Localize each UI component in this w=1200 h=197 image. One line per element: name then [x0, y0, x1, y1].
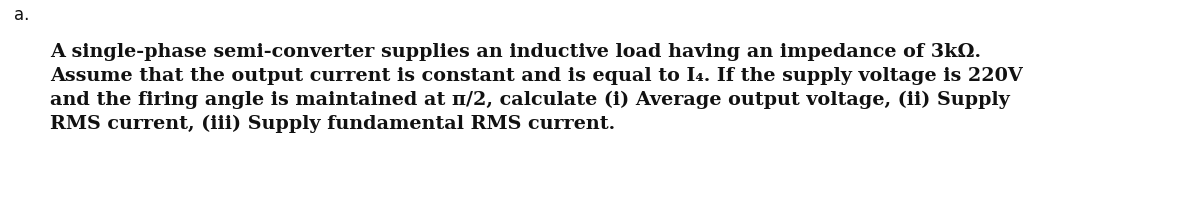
Text: A single-phase semi-converter supplies an inductive load having an impedance of : A single-phase semi-converter supplies a… [50, 43, 1024, 133]
Text: a.: a. [14, 6, 30, 24]
